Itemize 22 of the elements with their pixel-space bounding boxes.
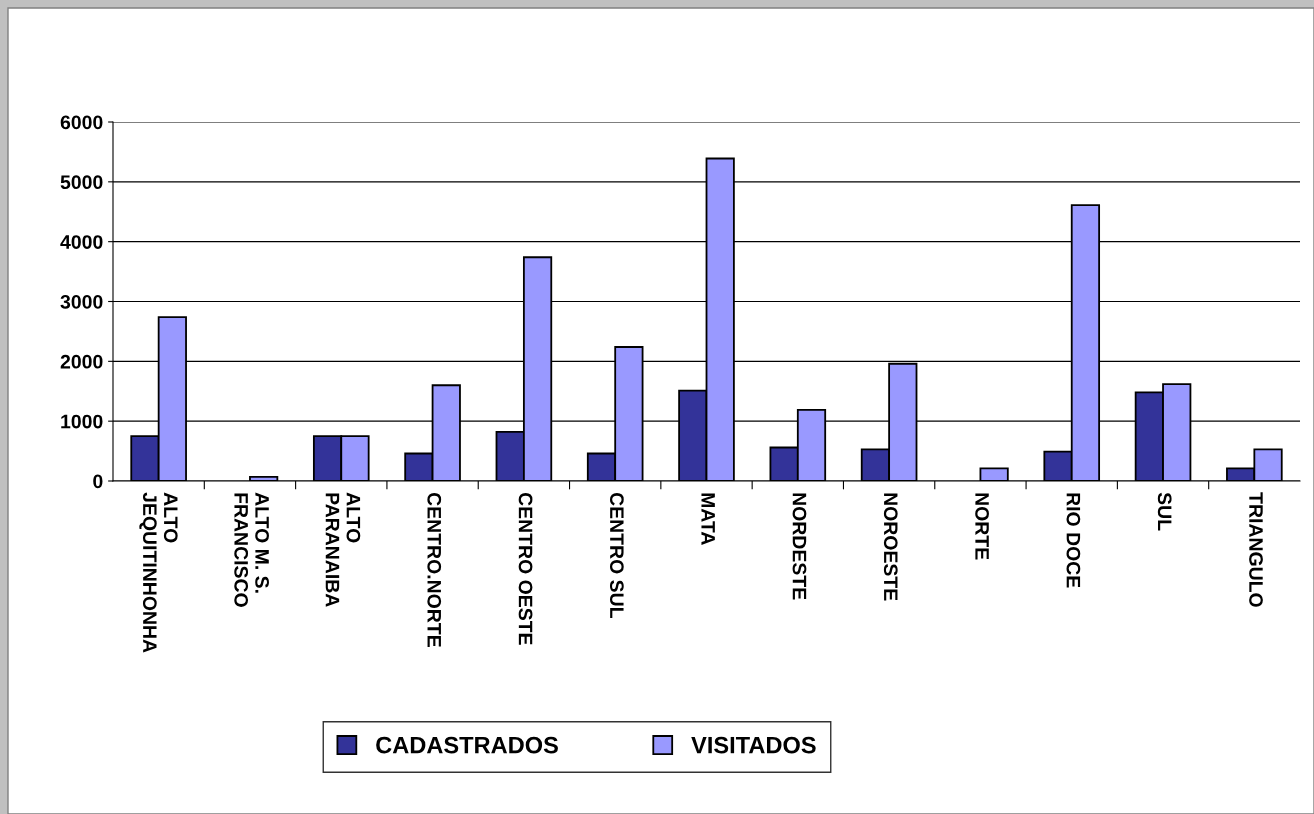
x-tick-label: NOROESTE xyxy=(883,493,898,601)
x-tick-label: SUL xyxy=(1157,492,1172,531)
x-tick-label: RIO DOCE xyxy=(1066,493,1081,588)
y-tick-label: 0 xyxy=(93,474,103,489)
x-tick-label: CENTRO SUL xyxy=(609,492,624,618)
x-tick-label: CENTRO.NORTE xyxy=(427,492,442,647)
x-tick-label: NORTE xyxy=(975,493,989,560)
y-tick-label: 1000 xyxy=(61,414,103,429)
legend-label: CADASTRADOS xyxy=(376,736,558,754)
x-tick-label: CENTRO OESTE xyxy=(518,492,533,645)
legend-label: VISITADOS xyxy=(691,736,816,754)
x-tick-label: ALTO M. S. FRANCISCO xyxy=(234,492,269,607)
x-tick-label: ALTO PARANAIBA xyxy=(325,492,361,607)
x-tick-label: MATA xyxy=(701,493,715,545)
y-tick-label: 2000 xyxy=(60,354,103,369)
y-tick-label: 5000 xyxy=(60,175,103,190)
x-tick-label: NORDESTE xyxy=(792,493,807,600)
x-tick-label: ALTO JEQUITINHONHA xyxy=(139,492,178,653)
x-tick-label: TRIANGULO xyxy=(1249,492,1263,607)
y-tick-label: 3000 xyxy=(60,294,103,309)
y-tick-label: 4000 xyxy=(60,235,103,249)
y-tick-label: 6000 xyxy=(60,115,103,130)
